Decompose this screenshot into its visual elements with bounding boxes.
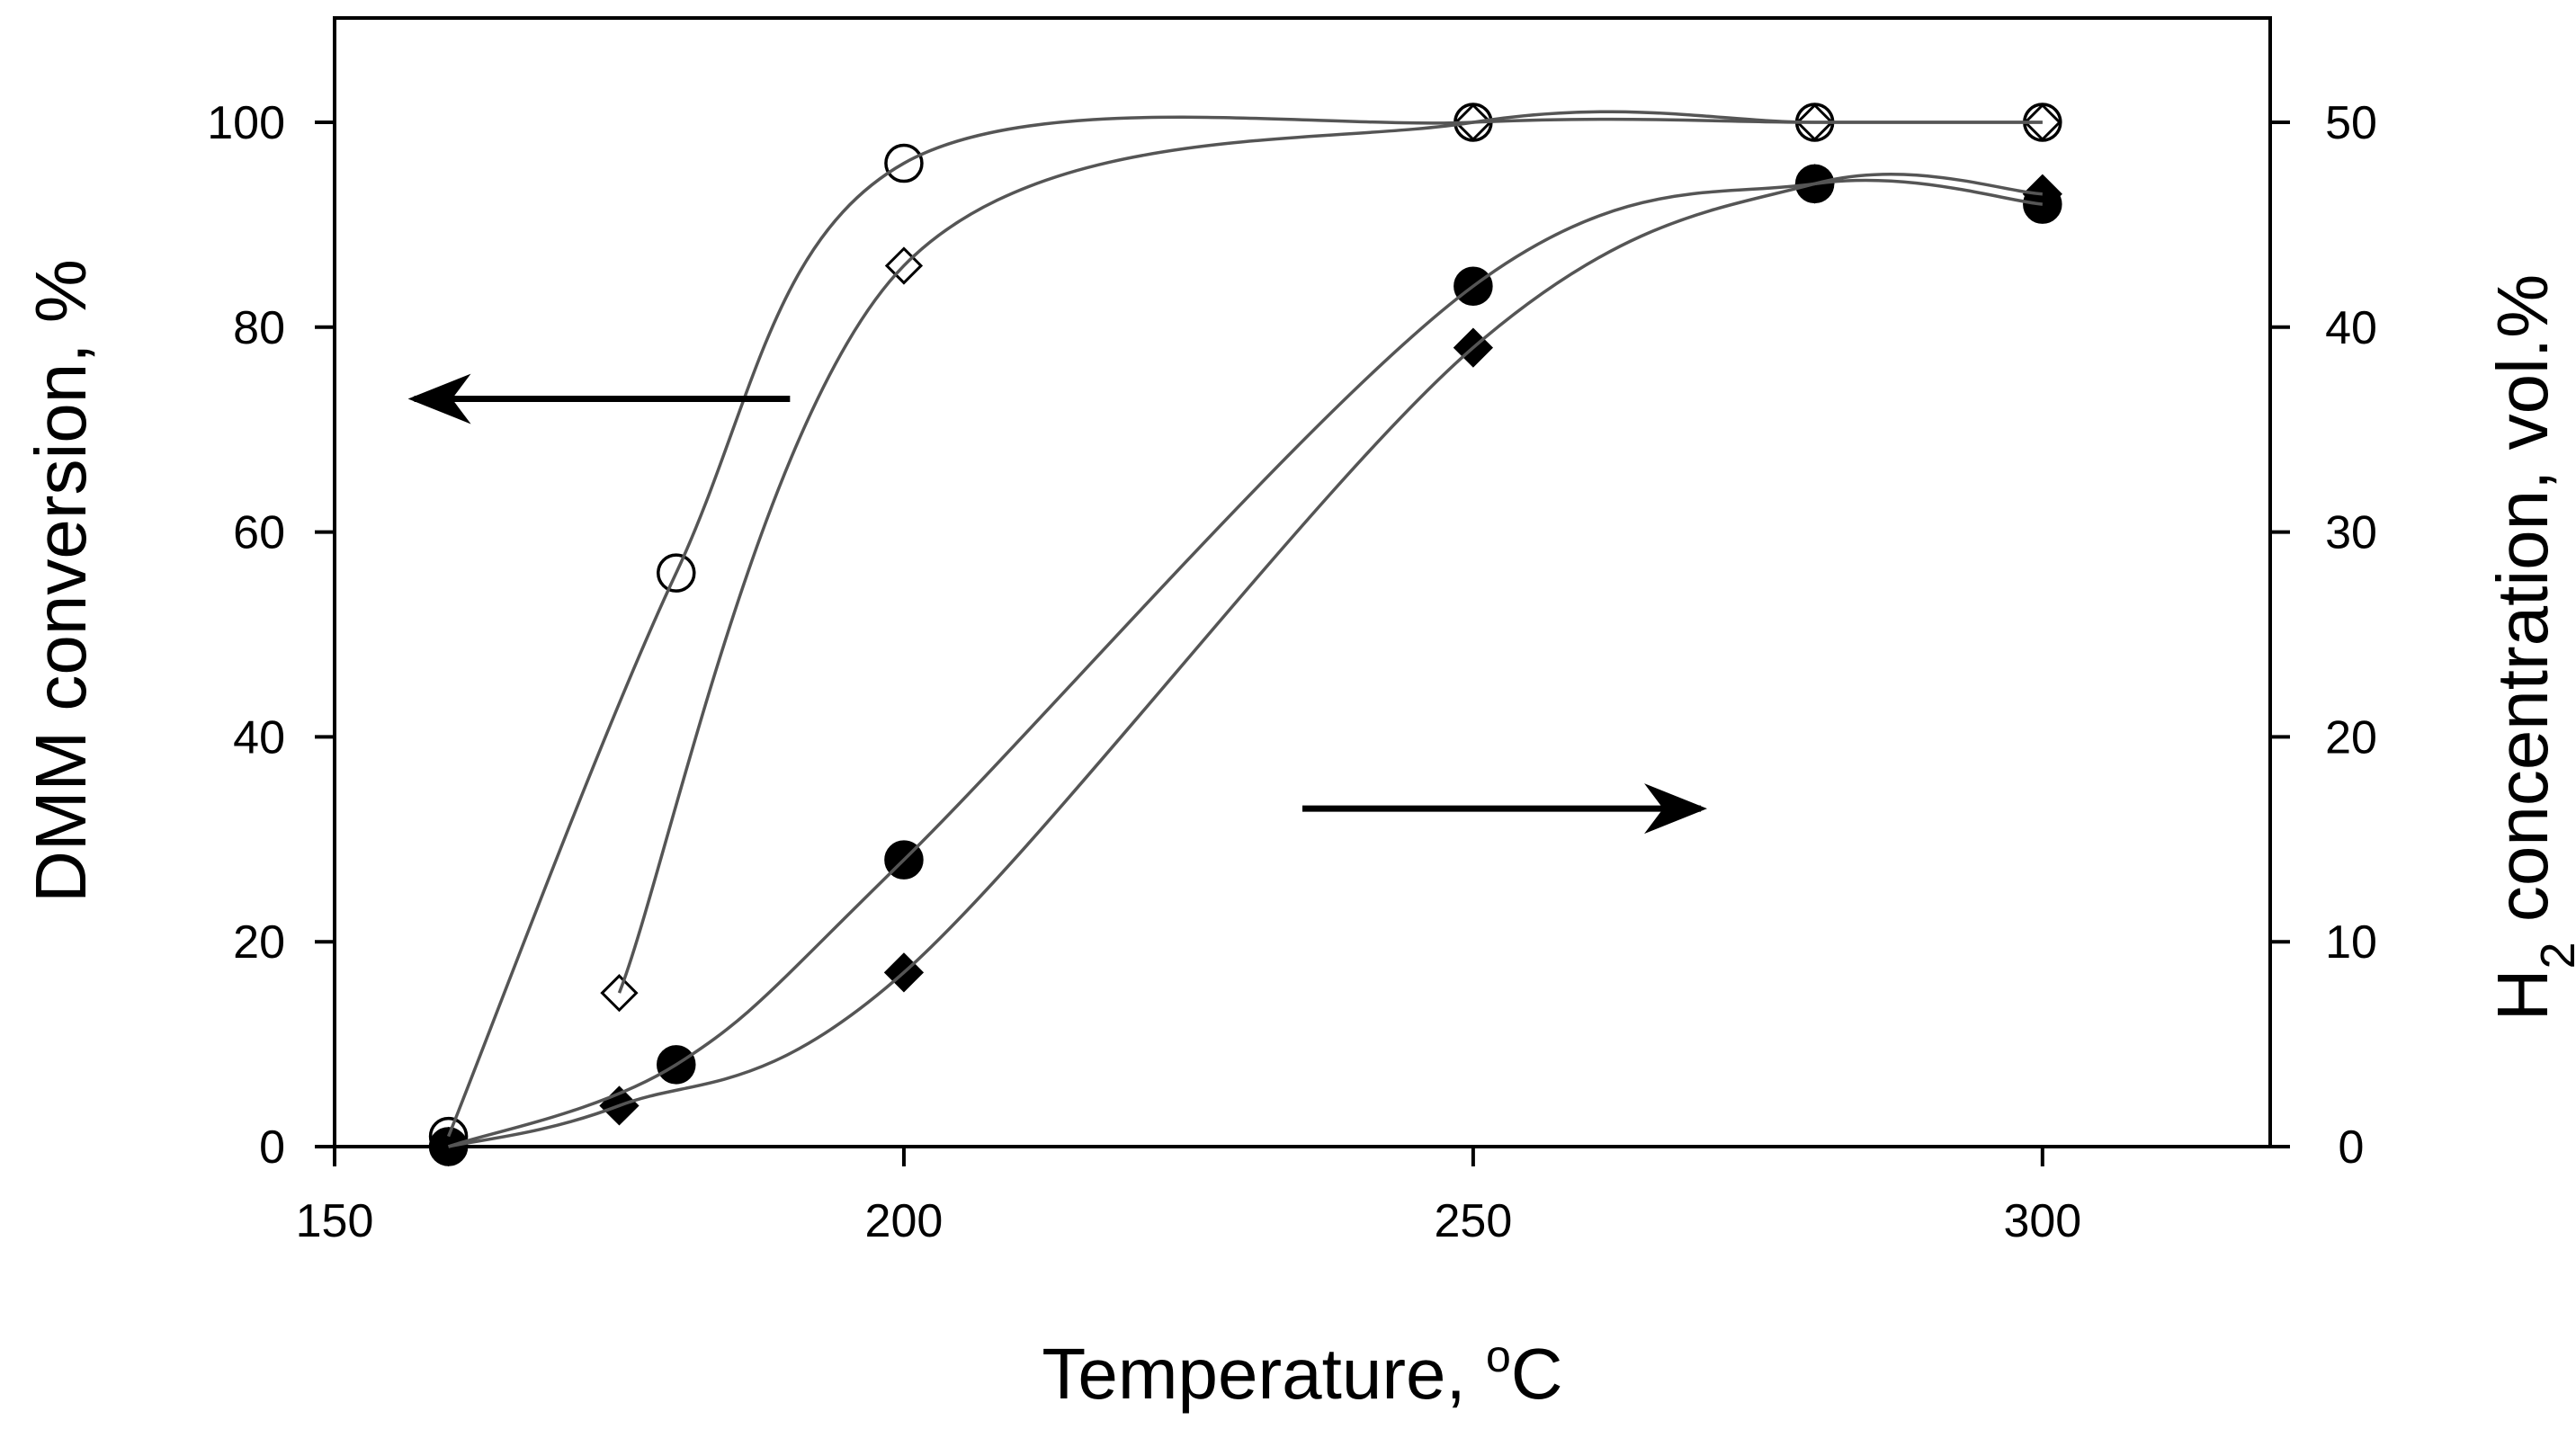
y-left-axis-title: DMM conversion, %: [21, 259, 101, 903]
series-layer: [428, 103, 2062, 1167]
y-right-axis-title: H2 concentration, vol.%: [2482, 274, 2576, 1021]
series-line-2: [617, 110, 2043, 994]
y-left-tick-label: 60: [233, 507, 285, 559]
y-right-tick-label: 40: [2325, 302, 2377, 354]
x-axis-ticks: 150 200 250 300: [296, 1147, 2081, 1247]
data-point: [428, 1126, 469, 1167]
y-right-tick-label: 0: [2339, 1121, 2365, 1174]
x-tick-label: 250: [1434, 1195, 1512, 1247]
y-right-tick-label: 30: [2325, 507, 2377, 559]
y-left-tick-label: 40: [233, 711, 285, 764]
y-left-axis-ticks: 0 20 40 60 80 100: [207, 97, 335, 1174]
series-line-3: [447, 178, 2043, 1148]
y-right-axis-ticks: 0 10 20 30 40 50: [2270, 97, 2377, 1174]
y-left-tick-label: 20: [233, 916, 285, 969]
x-tick-label: 300: [2003, 1195, 2081, 1247]
series-line-4: [448, 173, 2043, 1148]
y-left-tick-label: 100: [207, 97, 285, 149]
y-left-tick-label: 0: [259, 1121, 285, 1174]
plot-frame: [333, 16, 2272, 1148]
x-tick-label: 200: [865, 1195, 944, 1247]
y-left-tick-label: 80: [233, 302, 285, 354]
x-tick-label: 150: [296, 1195, 374, 1247]
x-axis-title: Temperature, oC: [1042, 1331, 1562, 1414]
y-right-tick-label: 50: [2325, 97, 2377, 149]
series-line-1: [446, 115, 2043, 1138]
y-right-tick-label: 20: [2325, 711, 2377, 764]
y-right-tick-label: 10: [2325, 916, 2377, 969]
marker-layer: [428, 103, 2062, 1167]
arrow-layer: [407, 373, 1708, 835]
